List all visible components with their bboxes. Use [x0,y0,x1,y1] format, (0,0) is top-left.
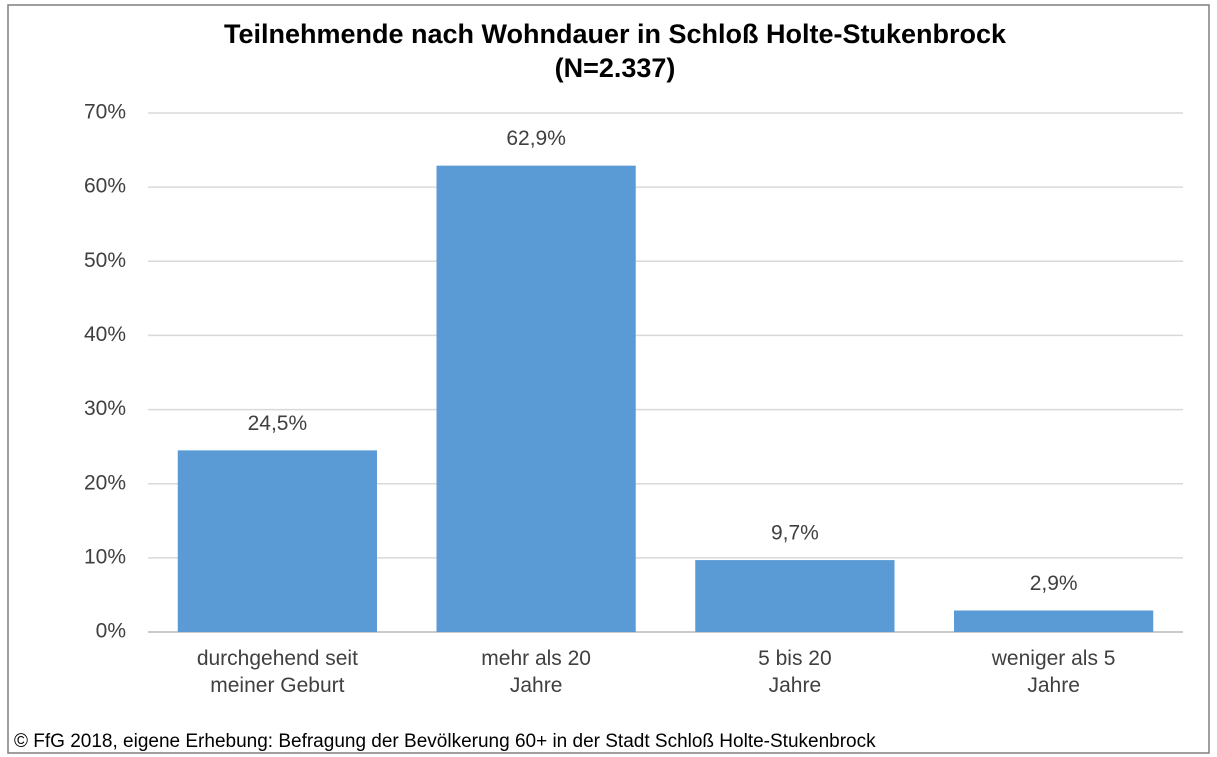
y-tick-label: 20% [84,471,126,494]
x-tick-label: 5 bis 20 Jahre [758,647,832,697]
y-tick-label: 0% [96,620,126,643]
data-label: 24,5% [248,412,308,435]
bar [177,450,377,632]
data-label: 62,9% [506,127,566,150]
chart-subtitle: (N=2.337) [555,53,676,83]
y-tick-label: 60% [84,175,126,198]
bar [695,560,895,632]
x-tick-label: durchgehend seit meiner Geburt [196,647,358,697]
data-label: 2,9% [1030,572,1078,595]
y-tick-label: 30% [84,397,126,420]
y-tick-label: 40% [84,323,126,346]
bar [436,165,636,633]
y-tick-label: 50% [84,249,126,272]
frame [7,4,1210,754]
x-tick-label: mehr als 20 Jahre [481,647,591,697]
chart-title: Teilnehmende nach Wohndauer in Schloß Ho… [224,19,1007,49]
y-tick-label: 10% [84,545,126,568]
data-label: 9,7% [771,522,819,545]
bar [954,610,1154,632]
x-tick-label: weniger als 5 Jahre [991,647,1116,697]
source-note: © FfG 2018, eigene Erhebung: Befragung d… [14,731,876,752]
y-tick-label: 70% [84,101,126,124]
